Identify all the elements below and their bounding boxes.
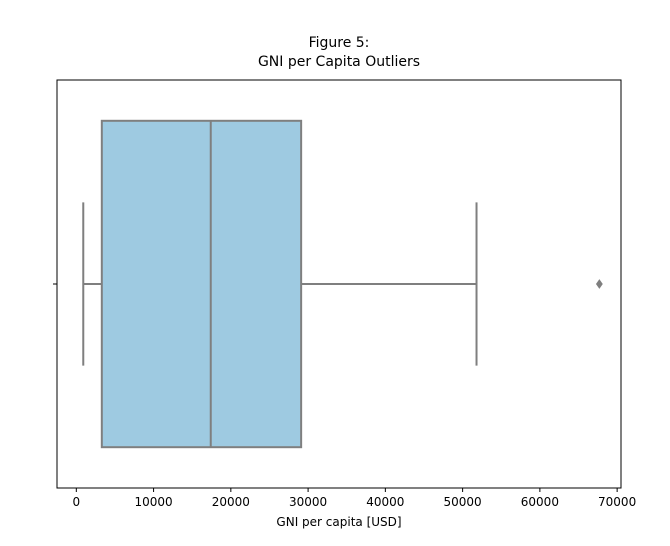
outlier-point [595,279,603,289]
x-tick-label: 30000 [289,495,327,509]
interquartile-box [100,119,303,449]
x-tick-label: 50000 [444,495,482,509]
chart-title-line2: GNI per Capita Outliers [258,54,420,70]
x-tick-label: 0 [72,495,80,509]
x-tick-label: 40000 [366,495,404,509]
x-tick-label: 10000 [134,495,172,509]
x-axis-label: GNI per capita [USD] [276,515,401,529]
x-axis-ticks: 0 10000 20000 30000 40000 50000 60000 70000 [72,488,636,509]
x-tick-label: 70000 [598,495,636,509]
x-tick-label: 60000 [521,495,559,509]
chart-title-line1: Figure 5: [309,35,370,51]
x-tick-label: 20000 [212,495,250,509]
plot-layer [82,119,603,449]
